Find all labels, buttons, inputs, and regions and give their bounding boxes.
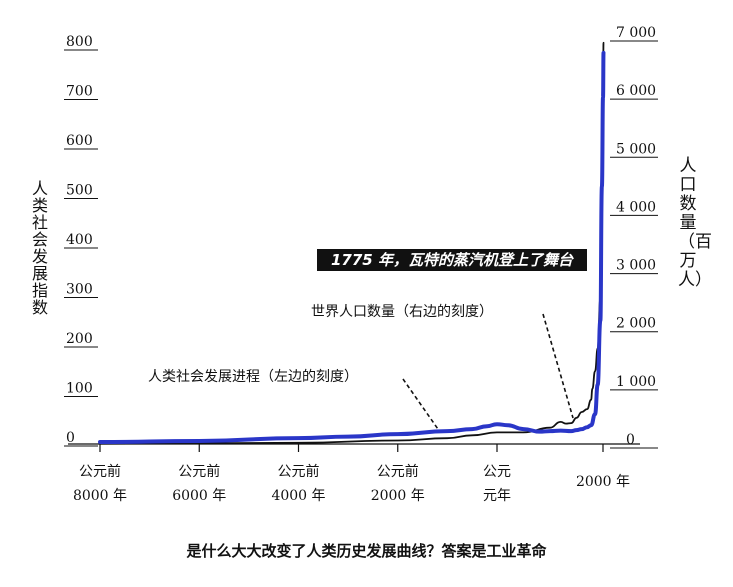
left-tick-label: 600 [66, 133, 93, 149]
left-tick-label: 400 [66, 232, 93, 248]
right-series-leader-line [542, 313, 574, 419]
x-tick-label: 公元前 6000 年 [159, 460, 239, 508]
right-tick-label: 7 000 [616, 25, 656, 41]
left-axis-ticks: 0 100 200 300 400 500 600 700 800 [64, 34, 98, 447]
x-tick-label-line2: 8000 年 [72, 488, 128, 504]
x-tick-label-line1: 公元前 [178, 464, 221, 480]
x-tick-label: 公元 元年 [457, 460, 537, 508]
right-axis-title: 人口数量（百万人） [678, 156, 712, 290]
right-tick-label: 3 000 [616, 258, 656, 274]
x-tick-label-line1: 公元前 [277, 464, 320, 480]
left-tick-label: 500 [66, 183, 93, 199]
left-tick-label: 300 [66, 282, 93, 298]
left-tick-label: 700 [66, 84, 93, 100]
development-index-series-line [98, 50, 606, 444]
x-tick-label-line1: 公元 [483, 464, 511, 480]
figure-caption: 是什么大大改变了人类历史发展曲线？答案是工业革命 [186, 542, 547, 560]
x-tick-label-line1: 公元前 [79, 464, 121, 480]
left-tick-label: 800 [66, 34, 93, 50]
x-tick-label-line1: 公元前 [376, 464, 419, 480]
left-series-annotation: 人类社会发展进程（左边的刻度） [148, 369, 358, 385]
left-series-leader-line [402, 378, 441, 433]
left-tick-label: 200 [66, 331, 93, 347]
right-tick-label: 2 000 [616, 316, 656, 332]
left-tick-label: 0 [66, 430, 75, 446]
x-tick-label-line2: 4000 年 [271, 488, 326, 504]
left-axis-title: 人类社会发展指数 [31, 179, 48, 317]
annotation-leaders [402, 313, 574, 433]
x-tick-label-line2: 2000 年 [370, 488, 425, 504]
x-tick-label: 公元前 8000 年 [60, 460, 140, 508]
right-tick-label: 0 [626, 432, 635, 448]
right-tick-label: 5 000 [616, 141, 656, 157]
x-tick-label: 公元前 2000 年 [358, 460, 438, 508]
left-tick-label: 100 [66, 381, 93, 397]
right-tick-label: 1 000 [616, 374, 656, 390]
series-layer [98, 41, 606, 445]
right-tick-label: 6 000 [616, 83, 656, 99]
x-tick-label-line2: 元年 [483, 488, 511, 504]
right-series-annotation: 世界人口数量（右边的刻度） [311, 304, 493, 320]
event-banner: 1775 年，瓦特的蒸汽机登上了舞台 [317, 249, 587, 271]
right-axis-ticks: 0 1 000 2 000 3 000 4 000 5 000 6 000 7 000 [610, 25, 658, 449]
x-tick-label-line2: 2000 年 [575, 474, 631, 490]
x-tick-label: 公元前 4000 年 [259, 460, 339, 508]
x-tick-label-line2: 6000 年 [172, 488, 227, 504]
x-axis-tickmarks [99, 444, 604, 452]
right-tick-label: 4 000 [616, 199, 656, 215]
x-tick-label: 2000 年 [563, 470, 643, 494]
